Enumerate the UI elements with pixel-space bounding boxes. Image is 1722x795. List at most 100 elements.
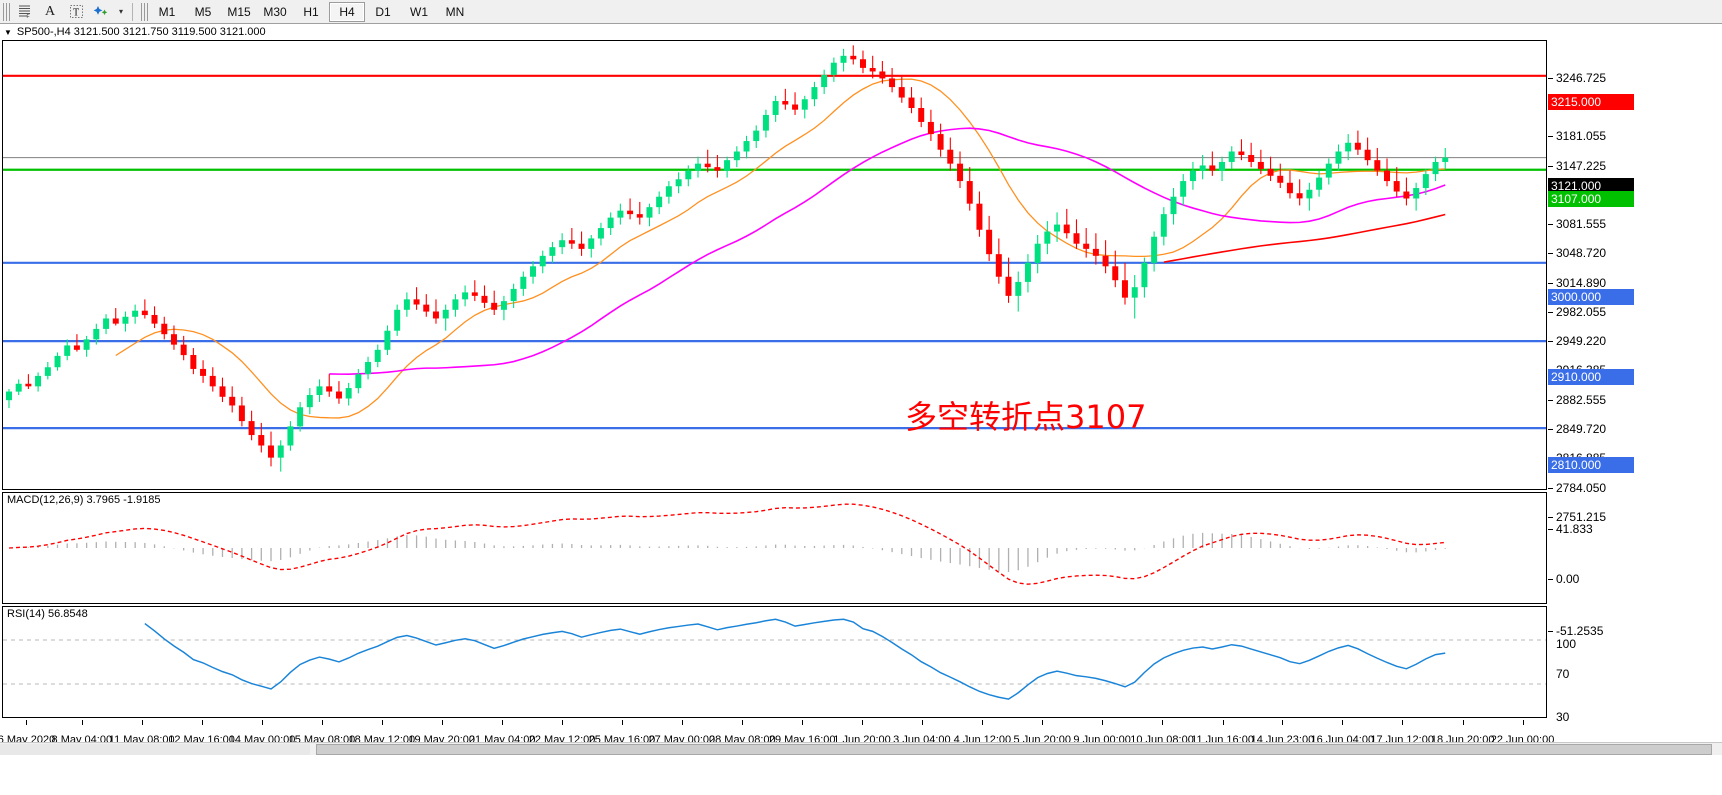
price-level-badge[interactable]: 3000.000 [1548,289,1634,305]
macd-plot [8,503,1446,585]
time-axis-tick [802,720,804,725]
text-label-icon[interactable]: A [44,3,56,19]
svg-text:T: T [73,8,79,19]
timeframe-m1[interactable]: M1 [158,4,176,19]
bar-chart-icon[interactable]: F [11,1,37,23]
timeframe-d1[interactable]: D1 [375,4,391,19]
price-axis-tick [1548,78,1553,79]
macd-pane[interactable]: MACD(12,26,9) 3.7965 -1.9185 [2,492,1547,604]
price-level-badge[interactable]: 3215.000 [1548,94,1634,110]
timeframe-w1[interactable]: W1 [410,4,429,19]
svg-text:F: F [26,14,29,19]
time-axis-tick [1042,720,1044,725]
time-axis-tick [982,720,984,725]
price-axis-tick [1548,224,1553,225]
main-toolbar: F A T ▾ M1 M5 M15 M30 H1 H4 D1 W1 [0,0,1722,24]
scrollbar-track-left[interactable] [0,744,310,755]
time-axis-tick [1402,720,1404,725]
time-axis-tick [681,720,683,725]
price-axis-label: 3048.720 [1556,246,1607,260]
price-axis-tick [1548,488,1553,489]
collapse-triangle-icon[interactable]: ▼ [4,27,12,37]
toolbar-separator [132,2,134,21]
price-pane[interactable] [2,40,1547,490]
price-axis[interactable]: 3246.725 3181.055 3147.225 3081.555 3048.720… [1548,40,1722,724]
timeframe-h1[interactable]: H1 [303,4,319,19]
timeframe-m15[interactable]: M15 [227,4,251,19]
macd-axis-tick [1548,579,1553,580]
price-axis-label: 3147.225 [1556,159,1607,173]
time-axis-tick [1102,720,1104,725]
price-axis-label: 2849.720 [1556,422,1607,436]
time-axis-tick [201,720,203,725]
rsi-label: RSI(14) 56.8548 [7,608,88,620]
chart-annotation-text[interactable]: 多空转折点3107 [905,398,1147,436]
toolbar-grip[interactable] [3,2,11,21]
chart-area: MACD(12,26,9) 3.7965 -1.9185 RSI(14) 56.… [0,40,1722,795]
price-axis-label: 2982.055 [1556,305,1607,319]
price-axis-label: 2882.555 [1556,393,1607,407]
macd-axis-label: 0.00 [1556,572,1580,586]
price-axis-tick [1548,429,1553,430]
price-axis-label: 3181.055 [1556,129,1607,143]
time-axis-tick [1462,720,1464,725]
time-axis-tick [441,720,443,725]
price-axis-label: 3246.725 [1556,71,1607,85]
time-axis-tick [502,720,504,725]
price-level-badge[interactable]: 2910.000 [1548,369,1634,385]
time-axis-tick [621,720,623,725]
time-axis-tick [81,720,83,725]
indicators-dropdown-caret[interactable]: ▾ [119,7,124,16]
price-axis-tick [1548,517,1553,518]
time-axis-tick [1222,720,1224,725]
horizontal-scrollbar[interactable] [0,742,1722,755]
rsi-axis-label: 70 [1556,667,1570,681]
price-axis-tick [1548,312,1553,313]
time-axis-tick [921,720,923,725]
timeframe-grip[interactable] [141,2,150,21]
price-level-badge[interactable]: 2810.000 [1548,457,1634,473]
price-axis-tick [1548,283,1553,284]
price-axis-tick [1548,136,1553,137]
price-axis-label: 3014.890 [1556,276,1607,290]
indicators-icon[interactable] [89,1,115,23]
price-level-badge[interactable]: 3121.000 [1548,178,1634,194]
time-axis-tick [862,720,864,725]
timeframe-m30[interactable]: M30 [263,4,287,19]
time-axis-tick [1162,720,1164,725]
time-axis-tick [742,720,744,725]
price-axis-tick [1548,253,1553,254]
time-axis-tick [381,720,383,725]
price-axis-label: 2949.220 [1556,334,1607,348]
time-axis-tick [562,720,564,725]
rsi-axis-label: 30 [1556,710,1570,724]
macd-axis-label: -51.2535 [1556,624,1604,638]
price-axis-tick [1548,341,1553,342]
price-axis-tick [1548,400,1553,401]
price-axis-label: 2751.215 [1556,510,1607,524]
macd-axis-tick [1548,631,1553,632]
timeframe-m5[interactable]: M5 [194,4,212,19]
macd-axis-label: 41.833 [1556,522,1593,536]
timeframe-h4[interactable]: H4 [329,1,366,22]
time-axis-tick [262,720,264,725]
text-box-icon[interactable]: T [63,1,89,23]
price-level-badge[interactable]: 3107.000 [1548,191,1634,207]
time-axis-tick [321,720,323,725]
symbol-ohlc-text: SP500-,H4 3121.500 3121.750 3119.500 312… [16,26,266,38]
price-axis-label: 3081.555 [1556,217,1607,231]
time-axis-tick [1282,720,1284,725]
symbol-info-bar: ▼ SP500-,H4 3121.500 3121.750 3119.500 3… [0,24,1722,40]
macd-label: MACD(12,26,9) 3.7965 -1.9185 [7,494,161,506]
price-axis-label: 2784.050 [1556,481,1607,495]
time-axis-tick [141,720,143,725]
rsi-axis-label: 100 [1556,637,1577,651]
time-axis-tick [26,720,28,725]
price-axis-tick [1548,166,1553,167]
scrollbar-thumb[interactable] [316,744,1712,755]
macd-axis-tick [1548,529,1553,530]
timeframe-mn[interactable]: MN [445,4,465,19]
rsi-pane[interactable]: RSI(14) 56.8548 [2,606,1547,718]
rsi-plot [3,618,1546,700]
